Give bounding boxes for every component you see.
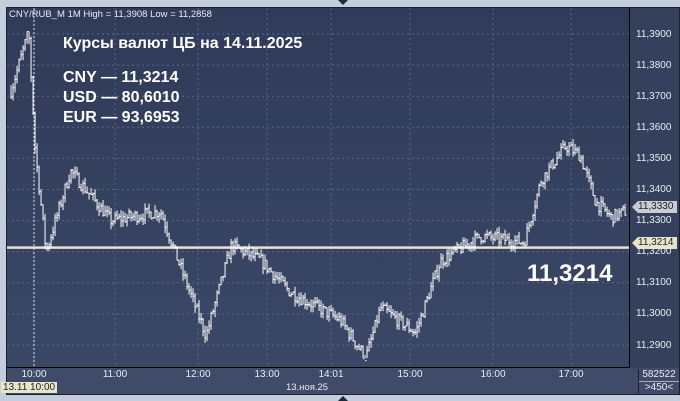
y-tick-label: 11,3000: [636, 308, 672, 320]
x-tick-label: 13:00: [254, 369, 280, 380]
rates-overlay: Курсы валют ЦБ на 14.11.2025 CNY — 11,32…: [63, 34, 302, 128]
reference-line: [7, 246, 629, 249]
x-tick-label: 11:00: [102, 369, 128, 380]
y-tick-label: 11,3300: [636, 215, 672, 227]
plot-area[interactable]: CNY/RUB_M 1M High = 11,3908 Low = 11,285…: [7, 8, 630, 368]
chart-window: CNY/RUB_M 1M High = 11,3908 Low = 11,285…: [6, 7, 680, 395]
start-time-label: 13.11 10:00: [1, 382, 58, 393]
y-tick-label: 11,3700: [636, 90, 672, 102]
rate-eur: EUR — 93,6953: [63, 109, 180, 126]
volume-box: 582522 >450<: [638, 369, 679, 394]
scroll-up-arrow-icon[interactable]: [338, 0, 348, 5]
rate-usd: USD — 80,6010: [63, 89, 180, 106]
time-axis[interactable]: [7, 368, 679, 394]
bars-count: >450<: [644, 382, 674, 393]
symbol-header: CNY/RUB_M 1M High = 11,3908 Low = 11,285…: [9, 9, 212, 20]
y-tick-label: 11,3100: [636, 277, 672, 289]
y-tick-label: 11,2900: [636, 339, 672, 351]
x-tick-label: 14:01: [318, 369, 344, 380]
x-tick-label: 16:00: [480, 369, 506, 380]
date-label: 13.ноя.25: [285, 382, 329, 393]
y-tick-label: 11,3400: [636, 184, 672, 195]
y-tick-label: 11,3200: [636, 246, 672, 258]
big-rate-label: 11,3214: [527, 260, 613, 287]
y-tick-label: 11,3800: [636, 59, 672, 71]
scroll-down-arrow-icon[interactable]: [338, 396, 348, 401]
y-tick-label: 11,3500: [636, 152, 672, 164]
rates-title: Курсы валют ЦБ на 14.11.2025: [63, 35, 303, 52]
x-tick-label: 10:00: [21, 369, 47, 380]
y-tick-label: 11,3600: [636, 121, 672, 133]
reference-price-tag: 11,3214: [632, 237, 678, 249]
y-tick-label: 11,3900: [636, 28, 672, 40]
x-tick-label: 12:00: [185, 369, 211, 380]
volume-value: 582522: [639, 369, 679, 382]
price-chart: [7, 8, 629, 367]
rate-cny: CNY — 11,3214: [63, 69, 179, 86]
x-tick-label: 15:00: [397, 369, 423, 380]
current-price-tag: 11,3330: [632, 201, 678, 213]
x-tick-label: 17:00: [558, 369, 584, 380]
